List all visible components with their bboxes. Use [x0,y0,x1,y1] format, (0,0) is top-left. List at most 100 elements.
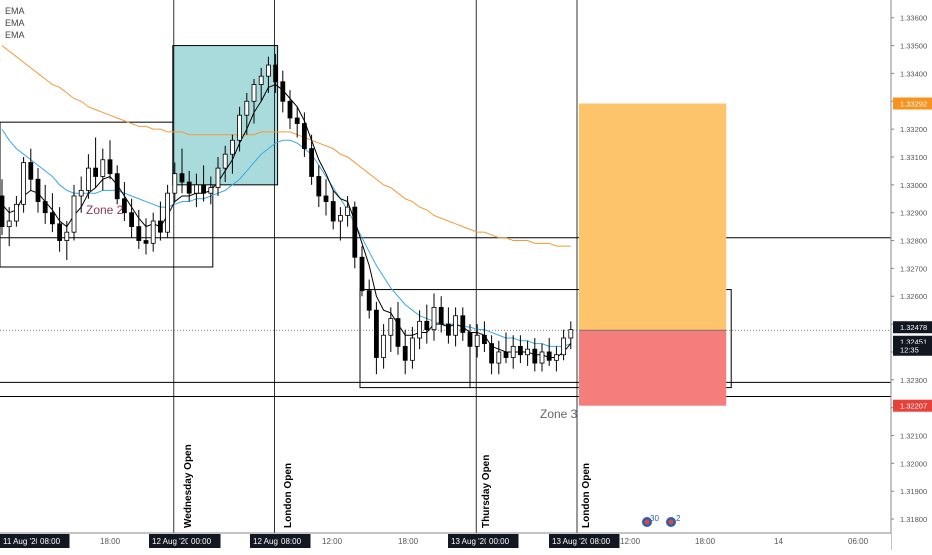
candle-body [35,178,41,202]
session-label-wednesday-open: Wednesday Open [183,444,194,528]
candle [28,148,34,191]
legend-ema-3[interactable]: EMA [5,30,25,40]
candle [546,338,552,366]
price-tag-5[interactable]: 1.32207 [893,399,932,412]
candle [359,246,365,297]
candle [244,92,250,135]
time-tag-text: 08:00 [590,537,611,546]
candle-body [561,337,566,356]
price-tag-2[interactable]: 1.32478 [893,321,932,334]
ema-slow-line[interactable] [1,45,571,247]
price-tag-label: 12:35 [900,346,919,355]
event-badge-2[interactable]: 2 [666,514,681,527]
candle-body [424,320,430,331]
candle-body [546,351,552,361]
candle [136,209,142,249]
candle-body [50,212,55,225]
session-label-london-open-2: London Open [581,463,592,528]
candle [467,324,473,389]
candle [215,156,221,196]
time-tag-bg [486,534,519,548]
time-label-9: 18:00 [398,537,419,546]
legend-ema-2[interactable]: EMA [5,18,25,28]
candle-body [518,345,523,356]
price-tag-4[interactable]: 12:35 [893,343,932,356]
candle [366,279,372,319]
candle-body [402,345,408,361]
candle-body [179,173,185,183]
time-tag-text: 18:00 [695,537,716,546]
candle [71,184,77,241]
zone-box-1[interactable] [0,121,214,268]
candle-body [474,334,480,347]
candles-layer [0,53,574,389]
ema-fast-line[interactable] [1,83,572,359]
candle [460,307,466,341]
time-tag-text: 00:00 [489,537,510,546]
time-tag-text: 13 Aug '20 [552,537,590,546]
candle-body [244,100,250,116]
candle [337,207,343,241]
candle-body [258,75,264,85]
candle-body [489,343,495,364]
candle [474,324,480,358]
candle [510,335,516,369]
ema-layer [1,45,572,359]
event-badge-count-1: 30 [650,514,659,523]
candle [237,106,243,152]
candle-body [438,306,444,325]
candle-body [143,240,149,244]
flag-icon-center [644,519,650,525]
session-label-london-open-1: London Open [283,463,294,528]
candle [561,329,566,361]
price-tick-label: 1.31900 [900,487,927,496]
candle [222,145,228,183]
candle-body [100,159,106,177]
candle-body [186,181,192,194]
candle-body [445,323,451,336]
candle-body [215,167,221,189]
candle-body [273,64,279,83]
position-target-zone[interactable] [579,103,727,331]
event-badge-1[interactable]: 30 [642,514,659,527]
candle [388,307,394,352]
candle [395,301,401,355]
candle [0,179,5,235]
time-tag-text: 00:00 [191,537,212,546]
candle-body [453,315,459,336]
time-tag-bg [188,534,221,548]
position-stop-zone[interactable] [579,330,727,406]
zone-box-3[interactable] [359,289,732,389]
candle-body [294,117,300,124]
candle [445,307,451,344]
candle-body [150,220,156,244]
candle [57,207,62,252]
candle [301,112,307,157]
candle [50,193,55,233]
candle-body [201,184,207,194]
candle [438,296,444,333]
candle-body [229,139,235,155]
legend-ema-1[interactable]: EMA [5,6,25,16]
zone-box-2[interactable] [172,45,279,186]
candle [21,156,27,213]
candle [208,176,214,205]
price-tick-label: 1.32800 [900,237,927,246]
position-layer[interactable] [579,103,727,406]
price-tag-1[interactable]: 1.33292 [893,97,932,110]
candle-body [309,148,315,177]
price-tag-label: 1.33292 [900,100,927,109]
candle [42,184,48,224]
candle-body [172,173,178,194]
candle-body [503,351,509,358]
time-label-11: 00:00 [486,534,519,548]
candle [381,324,387,369]
price-tick-label: 1.32900 [900,209,927,218]
candle-body [251,84,257,102]
zones-layer [0,45,732,389]
candle [86,154,91,199]
ema-mid-line[interactable] [1,128,571,347]
